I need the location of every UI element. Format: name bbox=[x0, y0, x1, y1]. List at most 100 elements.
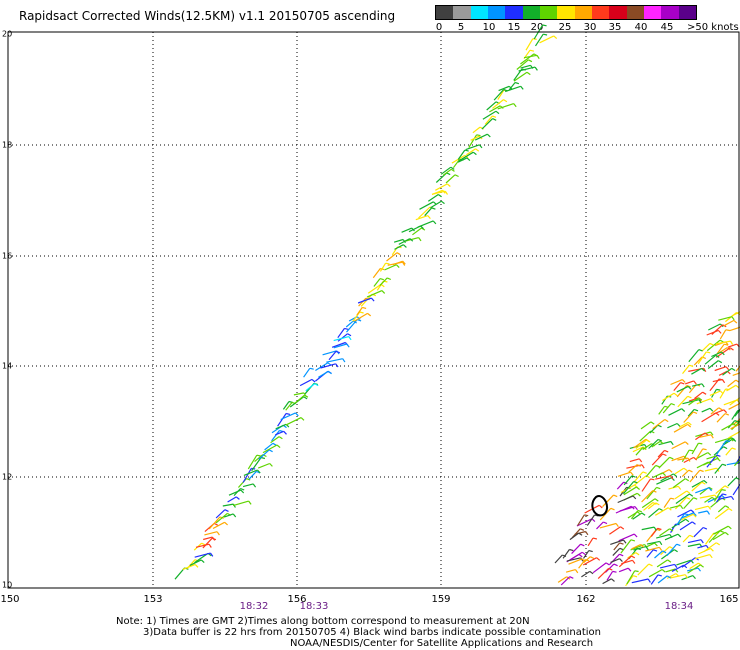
wind-barb bbox=[493, 89, 505, 101]
wind-barb-flag bbox=[689, 493, 694, 497]
wind-barb bbox=[356, 307, 363, 316]
wind-barb bbox=[258, 449, 270, 460]
wind-barb bbox=[730, 423, 740, 430]
wind-barb-flag bbox=[706, 510, 711, 515]
colorbar-swatch bbox=[539, 6, 558, 19]
wind-barb-flag bbox=[725, 329, 730, 332]
wind-barb-flag bbox=[224, 521, 228, 526]
wind-barb-flag bbox=[641, 464, 645, 469]
wind-barb-flag bbox=[693, 411, 698, 414]
map-frame bbox=[7, 31, 740, 589]
wind-barb bbox=[714, 366, 727, 372]
wind-barb bbox=[457, 149, 466, 160]
wind-barb-flag bbox=[641, 512, 646, 516]
wind-barb-flag bbox=[637, 511, 641, 515]
wind-barb-flag bbox=[432, 220, 437, 225]
wind-barb bbox=[328, 351, 337, 361]
lon-label-150: 150 bbox=[0, 594, 20, 605]
wind-barb bbox=[668, 408, 682, 416]
wind-barb-flag bbox=[311, 378, 316, 383]
wind-barb bbox=[681, 449, 690, 463]
wind-barb bbox=[640, 421, 652, 430]
lon-label-153: 153 bbox=[143, 594, 163, 605]
wind-barb-flag bbox=[379, 278, 384, 281]
wind-barb-flag bbox=[673, 473, 677, 477]
wind-barb-flag bbox=[446, 183, 451, 187]
wind-barb-flag bbox=[676, 423, 681, 427]
wind-barb bbox=[619, 506, 636, 512]
wind-barb bbox=[293, 392, 305, 396]
wind-barb bbox=[670, 379, 683, 386]
wind-barb-flag bbox=[421, 227, 426, 231]
wind-barb bbox=[711, 351, 722, 358]
wind-barb-flag bbox=[693, 497, 698, 500]
wind-barb-flag bbox=[724, 343, 729, 346]
wind-barb bbox=[693, 356, 703, 366]
wind-barb-flag bbox=[681, 408, 686, 412]
wind-barb bbox=[658, 456, 671, 469]
wind-barb bbox=[305, 383, 316, 392]
wind-barb bbox=[714, 437, 731, 444]
wind-barb bbox=[710, 407, 720, 415]
wind-barb-flag bbox=[648, 563, 653, 567]
wind-barb-flag bbox=[732, 438, 737, 442]
wind-barb-flag bbox=[698, 399, 702, 404]
wind-barb bbox=[412, 227, 422, 236]
wind-barb-flag bbox=[211, 536, 216, 541]
wind-barb-flag bbox=[684, 574, 689, 579]
wind-barb bbox=[497, 103, 514, 110]
wind-barb bbox=[722, 367, 733, 376]
wind-barb-flag bbox=[427, 215, 431, 219]
wind-barb-flag bbox=[492, 118, 497, 121]
wind-barb bbox=[722, 438, 734, 446]
wind-barb bbox=[660, 546, 670, 556]
wind-barb-flag bbox=[732, 423, 737, 427]
wind-barb-flag bbox=[285, 412, 291, 415]
wind-barb-flag bbox=[344, 327, 349, 330]
wind-barb-flag bbox=[715, 412, 720, 416]
wind-barb bbox=[651, 440, 661, 448]
wind-barb bbox=[445, 174, 456, 184]
wind-barb-flag bbox=[731, 447, 736, 450]
wind-barb-flag bbox=[328, 370, 332, 375]
wind-barb bbox=[554, 554, 563, 564]
wind-barb bbox=[520, 53, 535, 65]
wind-barb bbox=[732, 372, 740, 376]
wind-barb-flag bbox=[654, 542, 658, 547]
wind-barb-flag bbox=[690, 559, 694, 564]
wind-barb-flag bbox=[723, 446, 728, 450]
wind-barb-flag bbox=[657, 438, 663, 442]
wind-barb-flag bbox=[693, 512, 697, 517]
wind-barb bbox=[681, 469, 690, 478]
wind-barb bbox=[678, 421, 689, 428]
wind-barb-flag bbox=[492, 115, 497, 118]
wind-barb-flag bbox=[719, 378, 724, 381]
wind-barb-flag bbox=[578, 553, 583, 558]
wind-barb-flag bbox=[359, 311, 364, 314]
wind-barb bbox=[647, 502, 657, 510]
wind-barb-flag bbox=[728, 507, 733, 512]
wind-barb bbox=[659, 528, 671, 537]
wind-barb-flag bbox=[688, 469, 693, 473]
wind-barb bbox=[174, 567, 186, 580]
wind-barb-flag bbox=[216, 531, 220, 536]
wind-barb-flag bbox=[208, 543, 212, 548]
wind-barb bbox=[568, 558, 583, 565]
wind-barb-flag bbox=[529, 49, 535, 52]
wind-barb-flag bbox=[636, 464, 641, 467]
wind-barb bbox=[452, 158, 461, 169]
wind-barb-flag bbox=[631, 555, 636, 559]
wind-barb bbox=[398, 238, 411, 245]
wind-barb bbox=[656, 559, 668, 568]
wind-barb-flag bbox=[575, 569, 579, 574]
wind-barb bbox=[673, 423, 688, 433]
wind-barb-flag bbox=[596, 557, 601, 561]
wind-barb bbox=[671, 564, 684, 573]
wind-barb-flag bbox=[578, 532, 583, 536]
wind-barb bbox=[466, 148, 476, 156]
time-label-1834: 18:34 bbox=[664, 601, 694, 612]
wind-barb bbox=[643, 502, 654, 511]
wind-barb bbox=[431, 190, 446, 195]
wind-barb-flag bbox=[652, 490, 657, 493]
wind-barb-flag bbox=[717, 360, 723, 364]
